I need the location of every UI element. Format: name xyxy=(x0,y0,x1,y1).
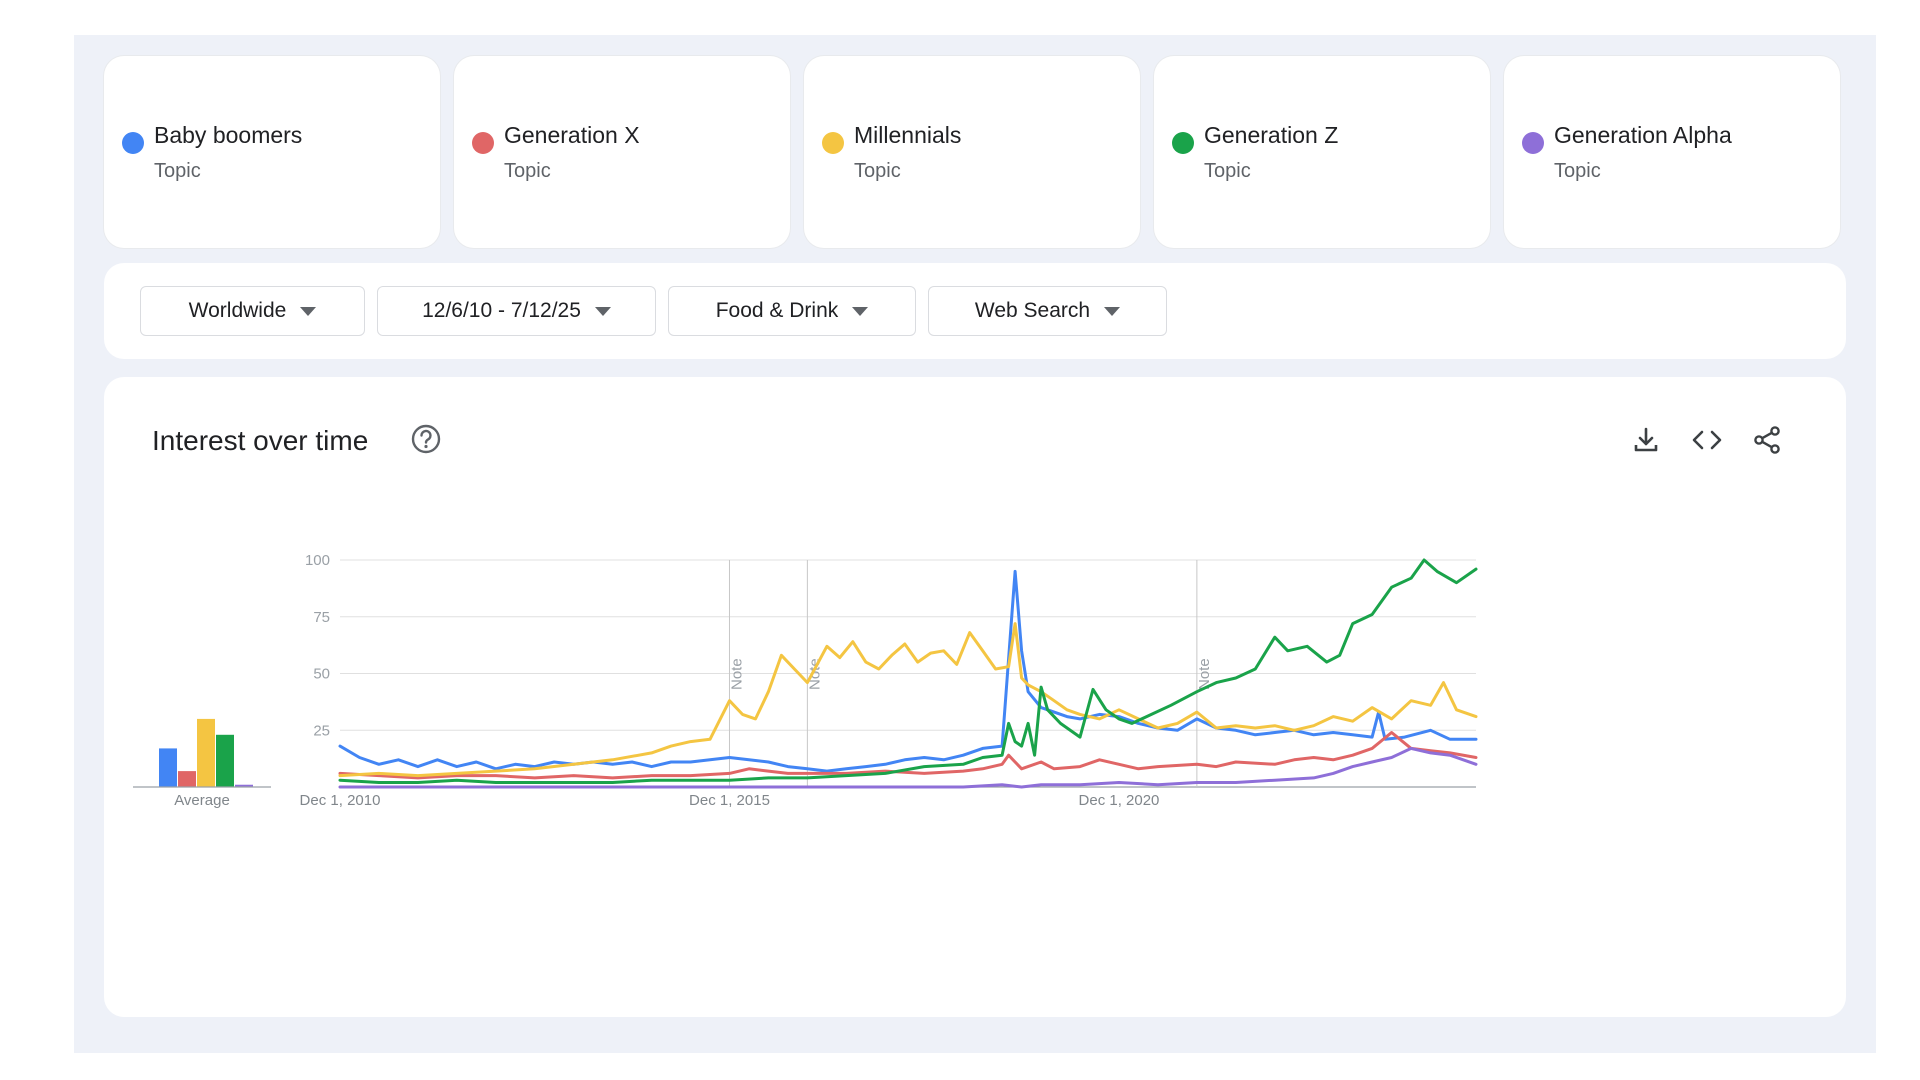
caret-down-icon xyxy=(594,306,611,316)
filter-bar: Worldwide 12/6/10 - 7/12/25 Food & Drink… xyxy=(104,263,1846,359)
average-label: Average xyxy=(174,792,230,809)
note-label: Note xyxy=(1196,658,1213,690)
y-tick-label: 50 xyxy=(313,666,330,683)
term-type: Topic xyxy=(1554,160,1601,182)
term-type: Topic xyxy=(854,160,901,182)
average-bar xyxy=(197,718,215,787)
series-color-dot xyxy=(1522,132,1544,154)
search-type-label: Web Search xyxy=(974,299,1091,322)
search-type-dropdown[interactable]: Web Search xyxy=(928,286,1167,336)
series-line xyxy=(338,622,1478,778)
caret-down-icon xyxy=(852,306,869,316)
download-icon[interactable] xyxy=(1631,425,1661,455)
caret-down-icon xyxy=(300,306,317,316)
region-label: Worldwide xyxy=(188,299,287,322)
share-icon[interactable] xyxy=(1752,425,1782,455)
term-card-baby-boomers[interactable]: Baby boomers Topic xyxy=(104,56,440,248)
series-line xyxy=(338,569,1478,773)
term-name: Generation Z xyxy=(1204,122,1339,148)
help-icon[interactable] xyxy=(410,423,442,455)
term-card-generation-x[interactable]: Generation X Topic xyxy=(454,56,790,248)
y-tick-label: 75 xyxy=(313,609,330,626)
term-card-generation-z[interactable]: Generation Z Topic xyxy=(1154,56,1490,248)
term-name: Generation X xyxy=(504,122,640,148)
term-name: Generation Alpha xyxy=(1554,122,1732,148)
note-label: Note xyxy=(728,658,745,690)
category-label: Food & Drink xyxy=(715,299,839,322)
average-bar xyxy=(235,784,253,787)
interest-line-chart: 100 75 50 25 Note Note Note Dec 1, 2010 Dec 1, 2… xyxy=(133,552,1478,809)
average-bar xyxy=(178,771,196,787)
term-type: Topic xyxy=(504,160,551,182)
term-name: Millennials xyxy=(854,122,962,148)
term-type: Topic xyxy=(154,160,201,182)
interest-over-time-card: Interest over time 100 75 50 25 Note Note Note… xyxy=(104,377,1846,1017)
date-range-dropdown[interactable]: 12/6/10 - 7/12/25 xyxy=(377,286,656,336)
region-dropdown[interactable]: Worldwide xyxy=(140,286,365,336)
series-line xyxy=(338,746,1478,789)
series-line xyxy=(338,558,1478,784)
caret-down-icon xyxy=(1104,306,1121,316)
term-name: Baby boomers xyxy=(154,122,303,148)
date-range-label: 12/6/10 - 7/12/25 xyxy=(422,299,581,322)
average-bar xyxy=(216,734,234,787)
embed-icon[interactable] xyxy=(1691,425,1723,455)
average-bar xyxy=(159,748,177,787)
series-color-dot xyxy=(122,132,144,154)
y-tick-label: 100 xyxy=(305,552,330,569)
x-tick-label: Dec 1, 2020 xyxy=(1079,792,1160,809)
series-line xyxy=(338,731,1478,780)
y-tick-label: 25 xyxy=(313,722,330,739)
trends-panel: Baby boomers Topic Generation X Topic Mi… xyxy=(74,35,1876,1053)
series-color-dot xyxy=(822,132,844,154)
term-card-generation-alpha[interactable]: Generation Alpha Topic xyxy=(1504,56,1840,248)
term-card-millennials[interactable]: Millennials Topic xyxy=(804,56,1140,248)
series-color-dot xyxy=(472,132,494,154)
category-dropdown[interactable]: Food & Drink xyxy=(668,286,916,336)
chart-title: Interest over time xyxy=(152,425,369,456)
x-tick-label: Dec 1, 2015 xyxy=(689,792,770,809)
series-color-dot xyxy=(1172,132,1194,154)
term-type: Topic xyxy=(1204,160,1251,182)
x-tick-label: Dec 1, 2010 xyxy=(300,792,381,809)
note-label: Note xyxy=(806,658,823,690)
